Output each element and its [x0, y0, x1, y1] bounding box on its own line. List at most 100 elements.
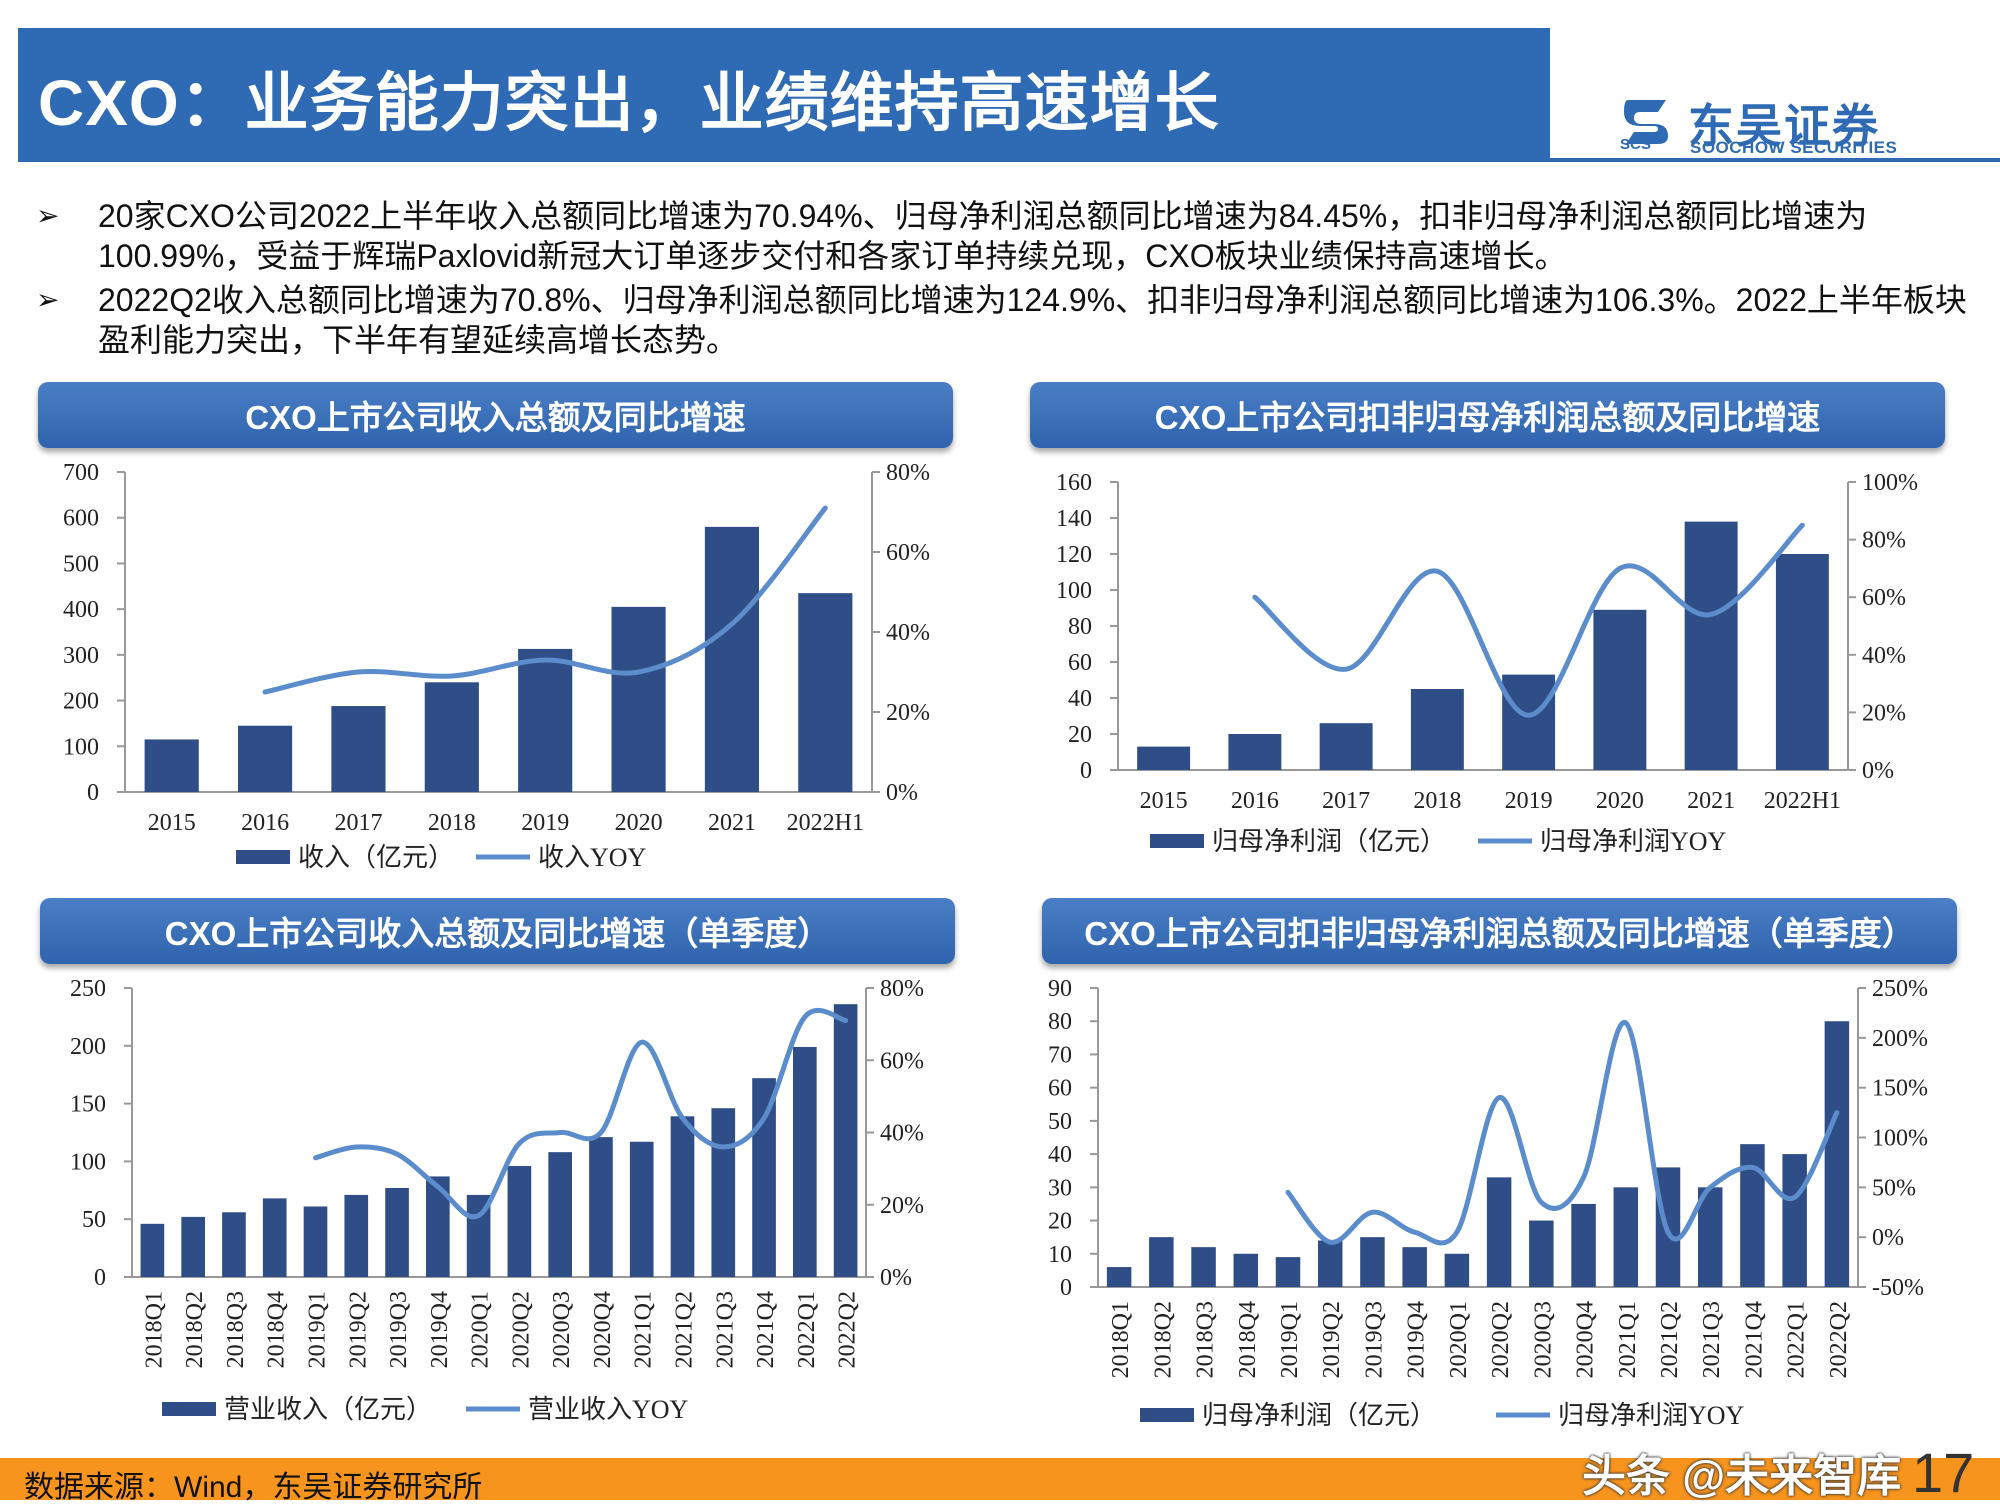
chart-3-bar	[262, 1198, 287, 1277]
chart-3-left-tick-label: 200	[70, 1034, 106, 1060]
chart-2-bar	[1319, 723, 1373, 770]
chart-4-legend-bar-swatch	[1140, 1408, 1194, 1422]
chart-1-left-tick-label: 100	[63, 734, 99, 760]
chart-3-x-tick-label: 2022Q1	[794, 1291, 820, 1368]
chart-3-bar	[548, 1152, 572, 1277]
chart-2-right-tick-label: 80%	[1862, 528, 1906, 554]
chart-4-bar	[1571, 1203, 1596, 1287]
chart-2-right-tick-label: 100%	[1862, 470, 1918, 496]
chart-4-right-tick-label: 100%	[1872, 1126, 1928, 1152]
chart-1-left-tick-label: 600	[63, 506, 99, 532]
chart-3-right-tick-label: 40%	[880, 1121, 924, 1147]
chart-2-x-tick-label: 2017	[1322, 788, 1370, 814]
chart-4-left-tick-label: 70	[1048, 1042, 1072, 1068]
chart-4-x-tick-label: 2019Q3	[1361, 1301, 1387, 1378]
chart-4-x-tick-label: 2020Q2	[1488, 1301, 1514, 1378]
chart-4-bar	[1191, 1247, 1216, 1287]
chart-2-left-tick-label: 20	[1068, 722, 1092, 748]
chart-3-x-tick-label: 2019Q1	[305, 1291, 331, 1368]
chart-3-title: CXO上市公司收入总额及同比增速（单季度）	[40, 898, 955, 964]
chart-3-bar	[752, 1078, 776, 1277]
chart-4-x-tick-label: 2019Q1	[1277, 1301, 1303, 1378]
chart-1-legend-bar-swatch	[236, 850, 290, 864]
chart-2-left-tick-label: 80	[1068, 614, 1092, 640]
chart-2-legend-line-label: 归母净利润YOY	[1540, 827, 1727, 856]
chart-2-x-tick-label: 2018	[1413, 788, 1461, 814]
chart-3-x-tick-label: 2018Q4	[264, 1291, 290, 1368]
chart-1-bar	[424, 682, 479, 792]
chart-2-left-tick-label: 100	[1056, 578, 1092, 604]
chart-1-x-tick-label: 2019	[521, 810, 569, 836]
chart-3-left-tick-label: 250	[70, 976, 106, 1002]
chart-4-x-tick-label: 2018Q1	[1108, 1301, 1134, 1378]
bullet-text: 20家CXO公司2022上半年收入总额同比增速为70.94%、归母净利润总额同比…	[98, 198, 1868, 274]
chart-4-bar	[1529, 1220, 1554, 1287]
chart-4-x-tick-label: 2021Q2	[1657, 1301, 1683, 1378]
chart-2-right-tick-label: 40%	[1862, 643, 1906, 669]
chart-1-title: CXO上市公司收入总额及同比增速	[38, 382, 953, 448]
chart-2-left-tick-label: 160	[1056, 470, 1092, 496]
chart-3-x-tick-label: 2021Q1	[631, 1291, 657, 1368]
chart-4-legend-line-label: 归母净利润YOY	[1558, 1401, 1745, 1430]
summary-bullets: ➢ 20家CXO公司2022上半年收入总额同比增速为70.94%、归母净利润总额…	[30, 196, 1990, 364]
chart-3-legend-bar-label: 营业收入（亿元）	[224, 1395, 432, 1424]
data-source: 数据来源：Wind，东吴证券研究所	[24, 1471, 483, 1504]
chart-1-right-tick-label: 0%	[886, 780, 918, 806]
chart-1-left-tick-label: 500	[63, 551, 99, 577]
chart-4-x-tick-label: 2019Q4	[1404, 1301, 1430, 1378]
chart-3-right-tick-label: 80%	[880, 976, 924, 1002]
chart-1-x-tick-label: 2021	[708, 810, 756, 836]
chart-1-bar	[331, 706, 386, 792]
chart-2-x-tick-label: 2015	[1140, 788, 1188, 814]
chart-4-x-tick-label: 2020Q4	[1573, 1301, 1599, 1378]
chart-3-legend-line-label: 营业收入YOY	[528, 1395, 689, 1424]
chart-4-right-tick-label: 250%	[1872, 976, 1928, 1002]
chart-4-left-tick-label: 80	[1048, 1009, 1072, 1035]
chart-3-right-tick-label: 20%	[880, 1193, 924, 1219]
chart-4-left-tick-label: 50	[1048, 1109, 1072, 1135]
chart-4-left-tick-label: 40	[1048, 1142, 1072, 1168]
watermark: 头条 @未来智库	[1582, 1452, 1902, 1501]
chart-4-bar	[1275, 1257, 1301, 1287]
logo-english-name: SOOCHOW SECURITIES	[1690, 138, 1898, 157]
chart-3-left-tick-label: 0	[94, 1265, 106, 1291]
chart-4-bar	[1106, 1267, 1132, 1287]
chart-1-right-tick-label: 80%	[886, 460, 930, 486]
chart-2-yoy-line	[1252, 522, 1805, 718]
chart-3-bar	[303, 1206, 328, 1277]
footer-bar	[0, 1458, 2000, 1500]
chart-4-right-tick-label: 0%	[1872, 1225, 1904, 1251]
chart-2-left-tick-label: 140	[1056, 506, 1092, 532]
chart-1-bar	[704, 526, 760, 792]
chart-3-bar	[589, 1137, 613, 1277]
chart-3-left-tick-label: 150	[70, 1092, 106, 1118]
chart-2-x-tick-label: 2022H1	[1764, 788, 1841, 814]
chart-2-legend-bar-label: 归母净利润（亿元）	[1212, 827, 1446, 856]
chart-4-bar	[1360, 1237, 1385, 1287]
chart-3-x-tick-label: 2020Q1	[468, 1291, 494, 1368]
chart-2-title: CXO上市公司扣非归母净利润总额及同比增速	[1030, 382, 1945, 448]
chart-2-bar	[1684, 521, 1738, 770]
chart-3-bar	[711, 1108, 736, 1277]
chart-4-bar	[1444, 1253, 1470, 1287]
chart-2-right-tick-label: 60%	[1862, 585, 1906, 611]
chart-1-x-tick-label: 2017	[334, 810, 382, 836]
chart-1-legend-bar-label: 收入（亿元）	[298, 843, 454, 872]
chart-3-x-tick-label: 2018Q2	[182, 1291, 208, 1368]
chart-4-x-tick-label: 2018Q4	[1235, 1301, 1261, 1378]
chart-4-right-tick-label: 200%	[1872, 1026, 1928, 1052]
chart-3-bar	[507, 1166, 532, 1277]
chart-4-bar	[1824, 1021, 1850, 1287]
chart-3-left-tick-label: 100	[70, 1149, 106, 1175]
chart-2-bar	[1775, 554, 1829, 770]
chart-2-bar	[1137, 746, 1191, 770]
chart-2-x-tick-label: 2016	[1231, 788, 1279, 814]
chart-4-left-tick-label: 20	[1048, 1209, 1072, 1235]
chart-3-x-tick-label: 2019Q2	[345, 1291, 371, 1368]
header-divider	[18, 158, 2000, 162]
chart-4-bar	[1697, 1187, 1723, 1287]
chart-3-bar	[426, 1176, 450, 1277]
chart-2-right-tick-label: 20%	[1862, 700, 1906, 726]
chart-2-bar	[1228, 734, 1282, 770]
